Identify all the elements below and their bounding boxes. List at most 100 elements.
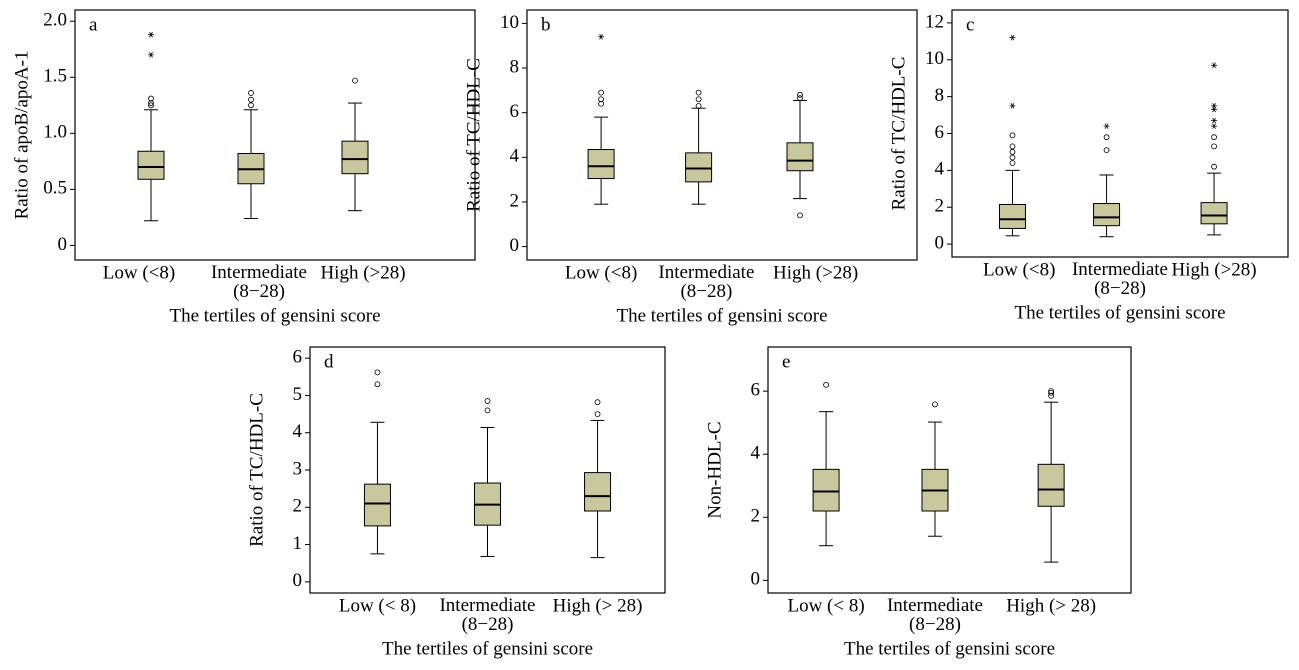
- box: [584, 472, 612, 512]
- outlier: [695, 103, 702, 109]
- panel-label: c: [966, 14, 974, 35]
- box: [812, 468, 840, 512]
- x-tick-label: Low (< 8): [787, 595, 864, 616]
- x-tick-label: Intermediate (8−28): [211, 262, 307, 302]
- box: [1093, 203, 1121, 227]
- x-tick-label: High (> 28): [1006, 595, 1096, 616]
- y-tick-label: 6: [510, 101, 520, 122]
- outlier: [598, 100, 604, 107]
- y-axis-label: Ratio of TC/HDL-C: [246, 393, 267, 547]
- outlier: [594, 411, 601, 417]
- box: [1200, 202, 1228, 225]
- y-tick-label: 2: [510, 190, 520, 211]
- x-tick-label: High (> 28): [553, 595, 643, 616]
- outlier: [374, 381, 381, 388]
- outlier: [248, 90, 254, 96]
- y-axis-label: Ratio of TC/HDL-C: [463, 58, 484, 212]
- x-axis-label: The tertiles of gensini score: [382, 638, 593, 659]
- extreme-outlier: [598, 33, 605, 40]
- outlier: [797, 95, 803, 102]
- x-tick-label: Intermediate (8−28): [1072, 259, 1168, 299]
- box: [137, 150, 165, 180]
- box: [786, 142, 814, 172]
- y-tick-label: 6: [293, 347, 303, 368]
- outlier: [1103, 147, 1110, 153]
- plot-frame: [526, 9, 918, 261]
- y-tick-label: 0: [510, 235, 520, 256]
- x-axis-label: The tertiles of gensini score: [1014, 302, 1225, 323]
- y-tick-label: 6: [935, 122, 945, 143]
- outlier: [932, 401, 938, 408]
- y-tick-label: 1.0: [43, 122, 67, 143]
- x-axis-label: The tertiles of gensini score: [616, 305, 827, 326]
- outlier: [1009, 149, 1016, 155]
- y-tick-label: 4: [935, 159, 945, 180]
- extreme-outlier: [1211, 62, 1218, 69]
- y-tick-label: 10: [925, 48, 944, 69]
- extreme-outlier: [148, 52, 154, 58]
- x-axis-label: The tertiles of gensini score: [169, 305, 380, 326]
- y-tick-label: 8: [935, 85, 945, 106]
- y-tick-label: 0: [935, 232, 945, 253]
- x-tick-label: Low (<8): [565, 262, 637, 283]
- extreme-outlier: [1103, 123, 1110, 129]
- y-tick-label: 12: [925, 11, 944, 32]
- outlier: [148, 102, 154, 109]
- x-tick-label: Low (<8): [983, 259, 1055, 280]
- y-axis-label: Ratio of TC/HDL-C: [888, 57, 909, 211]
- outlier: [484, 407, 491, 414]
- outlier: [148, 95, 154, 102]
- outlier: [1009, 154, 1016, 161]
- y-tick-label: 4: [751, 443, 761, 464]
- panel-label: e: [782, 351, 790, 372]
- panel-label: d: [324, 351, 334, 372]
- y-axis-label: Non-HDL-C: [704, 421, 725, 518]
- y-tick-label: 0.5: [43, 178, 67, 199]
- outlier: [695, 96, 702, 103]
- extreme-outlier: [148, 31, 154, 38]
- y-tick-label: 8: [510, 56, 520, 77]
- outlier: [374, 369, 381, 376]
- extreme-outlier: [1211, 103, 1218, 109]
- extreme-outlier: [1009, 103, 1016, 109]
- x-tick-label: Low (< 8): [339, 595, 416, 616]
- box: [587, 149, 615, 180]
- plot-frame: [767, 346, 1132, 594]
- outlier: [823, 381, 829, 388]
- y-tick-label: 10: [500, 12, 519, 33]
- y-tick-label: 4: [510, 146, 520, 167]
- y-tick-label: 2: [935, 196, 945, 217]
- outlier: [1211, 134, 1217, 141]
- y-tick-label: 2: [751, 506, 761, 527]
- outlier: [484, 398, 491, 404]
- y-tick-label: 0: [58, 234, 68, 255]
- extreme-outlier: [1211, 106, 1218, 113]
- outlier: [797, 91, 803, 98]
- y-tick-label: 6: [751, 380, 761, 401]
- outlier: [1009, 132, 1016, 139]
- y-tick-label: 1: [293, 533, 303, 554]
- outlier: [1009, 143, 1016, 150]
- extreme-outlier: [1009, 34, 1016, 41]
- outlier: [1009, 160, 1016, 166]
- y-axis-label: Ratio of apoB/apoA-1: [11, 51, 32, 220]
- outlier: [1211, 163, 1217, 170]
- box: [685, 152, 713, 183]
- outlier: [248, 102, 254, 109]
- x-tick-label: High (>28): [320, 262, 405, 283]
- outlier: [1103, 134, 1110, 141]
- outlier: [594, 399, 601, 406]
- y-tick-label: 3: [293, 458, 303, 479]
- box: [998, 203, 1026, 229]
- x-tick-label: Intermediate (8−28): [658, 262, 754, 302]
- x-tick-label: High (>28): [773, 262, 858, 283]
- y-tick-label: 4: [293, 421, 303, 442]
- outlier: [1048, 388, 1055, 395]
- y-tick-label: 0: [293, 570, 303, 591]
- outlier: [148, 100, 154, 106]
- y-tick-label: 0: [751, 569, 761, 590]
- y-tick-label: 2.0: [43, 10, 67, 31]
- box: [363, 483, 391, 527]
- outlier: [695, 89, 702, 96]
- outlier: [797, 212, 803, 219]
